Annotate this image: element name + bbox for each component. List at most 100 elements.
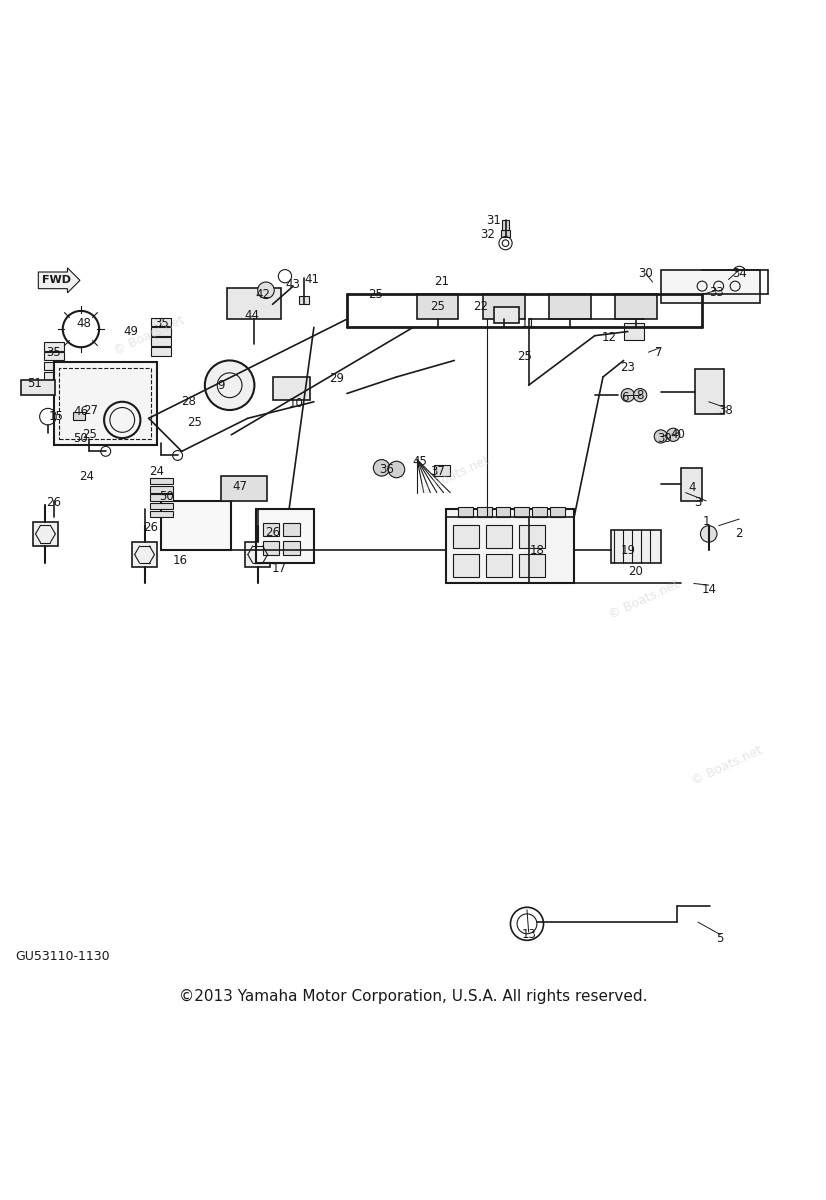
Circle shape — [700, 526, 717, 542]
Text: © Boats.net: © Boats.net — [417, 454, 491, 498]
Circle shape — [373, 460, 390, 476]
Text: 9: 9 — [217, 379, 225, 391]
Text: 15: 15 — [49, 410, 64, 424]
Bar — [150, 478, 173, 485]
Text: 41: 41 — [305, 274, 320, 286]
Text: 42: 42 — [255, 288, 270, 301]
Circle shape — [621, 389, 634, 402]
Bar — [44, 372, 64, 380]
Bar — [434, 464, 450, 476]
Text: 26: 26 — [143, 521, 158, 534]
Text: 33: 33 — [710, 287, 724, 299]
Bar — [486, 524, 512, 548]
Bar — [283, 523, 300, 536]
Text: © Boats.net: © Boats.net — [607, 578, 681, 622]
Text: 32: 32 — [480, 228, 495, 240]
Bar — [615, 294, 657, 319]
Text: 12: 12 — [602, 331, 617, 344]
Bar — [151, 318, 171, 325]
Bar — [550, 508, 565, 517]
Circle shape — [654, 430, 667, 443]
Circle shape — [258, 282, 274, 299]
Text: 17: 17 — [272, 562, 287, 575]
Bar — [54, 362, 157, 445]
Text: 48: 48 — [77, 317, 92, 330]
Text: © Boats.net: © Boats.net — [690, 743, 764, 787]
Text: 4: 4 — [688, 481, 696, 494]
Bar — [494, 307, 519, 323]
Bar — [283, 541, 300, 554]
Text: 7: 7 — [655, 346, 663, 359]
Bar — [519, 524, 545, 548]
Circle shape — [205, 360, 254, 410]
Text: 21: 21 — [434, 276, 449, 288]
Bar — [150, 494, 173, 500]
Text: 28: 28 — [181, 395, 196, 408]
Text: 31: 31 — [487, 214, 501, 227]
Bar — [33, 522, 58, 546]
Text: 23: 23 — [620, 360, 635, 373]
Text: 25: 25 — [430, 300, 445, 313]
Bar — [245, 542, 270, 566]
Text: 29: 29 — [330, 372, 344, 385]
Text: 26: 26 — [265, 526, 280, 539]
Bar — [695, 368, 724, 414]
Text: 27: 27 — [83, 403, 98, 416]
Text: 51: 51 — [27, 377, 42, 390]
Text: 6: 6 — [621, 391, 629, 404]
Bar — [496, 508, 510, 517]
Text: 45: 45 — [412, 455, 427, 468]
Bar — [519, 553, 545, 577]
Bar — [21, 380, 55, 395]
Text: 11: 11 — [521, 317, 536, 330]
Bar — [453, 553, 479, 577]
Bar — [263, 523, 279, 536]
Bar — [221, 476, 267, 500]
Text: 25: 25 — [517, 350, 532, 362]
Text: FWD: FWD — [41, 275, 71, 286]
Bar — [151, 347, 171, 355]
Bar — [549, 294, 591, 319]
Text: 14: 14 — [701, 583, 716, 595]
Bar — [483, 294, 525, 319]
Bar — [151, 328, 171, 336]
Text: 22: 22 — [473, 300, 488, 313]
Bar — [161, 500, 231, 551]
Text: 20: 20 — [629, 564, 643, 577]
Bar — [151, 337, 171, 346]
Bar — [59, 368, 151, 439]
Text: 25: 25 — [82, 428, 97, 442]
Text: 10: 10 — [288, 397, 303, 410]
Bar — [446, 509, 574, 583]
Text: 1: 1 — [702, 515, 710, 528]
Text: 25: 25 — [187, 416, 202, 428]
Circle shape — [634, 389, 647, 402]
Text: 26: 26 — [46, 496, 61, 509]
Bar — [514, 508, 529, 517]
Text: © Boats.net: © Boats.net — [112, 313, 186, 358]
Bar — [501, 230, 510, 236]
Text: 3: 3 — [695, 496, 701, 509]
Text: 49: 49 — [123, 325, 138, 338]
Text: 8: 8 — [637, 389, 643, 402]
Bar — [150, 511, 173, 517]
Bar — [44, 362, 64, 371]
Text: 43: 43 — [286, 278, 301, 290]
Bar — [453, 524, 479, 548]
Text: 34: 34 — [732, 268, 747, 281]
Text: 16: 16 — [173, 554, 188, 566]
Bar — [611, 529, 661, 563]
Text: 5: 5 — [717, 932, 724, 946]
Text: 50: 50 — [159, 491, 174, 503]
Bar — [132, 542, 157, 566]
Bar — [681, 468, 702, 500]
Text: 46: 46 — [74, 406, 88, 418]
Text: 40: 40 — [670, 428, 685, 442]
Bar — [486, 553, 512, 577]
Bar — [532, 508, 547, 517]
Text: GU53110-1130: GU53110-1130 — [15, 950, 110, 964]
Text: 30: 30 — [638, 268, 653, 281]
Text: 35: 35 — [154, 317, 169, 330]
Text: 2: 2 — [735, 528, 743, 540]
Text: 39: 39 — [657, 432, 672, 445]
